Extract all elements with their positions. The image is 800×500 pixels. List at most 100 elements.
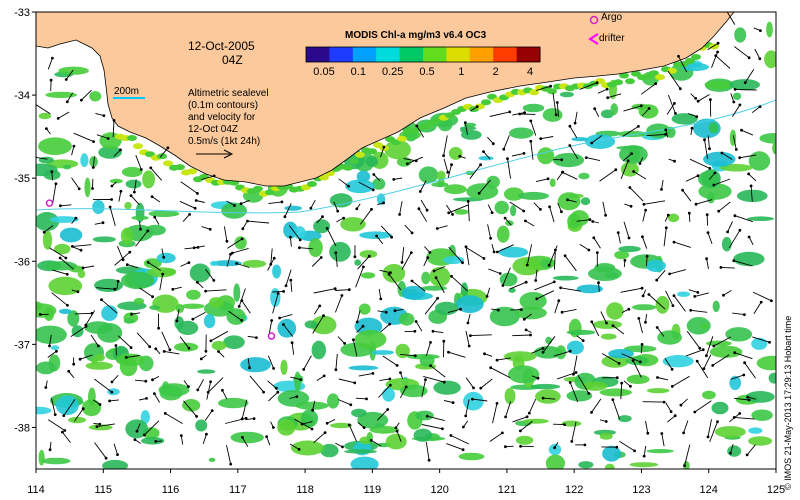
velocity-arrow xyxy=(619,440,635,452)
chlorophyll-patch xyxy=(371,350,395,355)
velocity-arrow-head xyxy=(244,416,248,420)
velocity-arrow-head xyxy=(644,208,647,212)
chlorophyll-patch xyxy=(508,287,516,293)
velocity-arrow-head xyxy=(518,112,522,116)
chlorophyll-patch xyxy=(733,251,765,267)
chlorophyll-patch xyxy=(655,295,670,314)
velocity-arrow xyxy=(720,266,735,269)
velocity-arrow xyxy=(312,315,324,334)
velocity-arrow xyxy=(241,300,251,314)
velocity-arrow-head xyxy=(504,415,507,419)
velocity-arrow xyxy=(690,309,708,313)
velocity-arrow xyxy=(732,135,737,150)
velocity-arrow xyxy=(401,252,412,270)
chlorophyll-patch xyxy=(504,387,516,405)
velocity-arrow-head xyxy=(559,286,562,290)
velocity-arrow xyxy=(574,111,578,124)
velocity-arrow xyxy=(562,171,578,180)
velocity-arrow xyxy=(172,286,182,290)
velocity-arrow-head xyxy=(747,56,751,60)
velocity-arrow-head xyxy=(414,320,418,323)
argo-legend-marker xyxy=(589,15,599,25)
velocity-arrow xyxy=(266,436,271,446)
chlorophyll-patch xyxy=(683,461,690,469)
velocity-arrow-head xyxy=(210,409,214,412)
velocity-arrow xyxy=(657,377,669,381)
chlorophyll-patch xyxy=(764,50,776,69)
velocity-arrow-head xyxy=(209,339,213,343)
velocity-arrow-head xyxy=(720,151,724,155)
velocity-arrow xyxy=(425,442,430,461)
velocity-arrow-head xyxy=(682,431,685,435)
velocity-arrow-head xyxy=(388,322,392,326)
bathymetry-contour xyxy=(36,99,776,214)
velocity-arrow-head xyxy=(425,208,429,212)
colorbar-segment xyxy=(469,47,494,62)
velocity-arrow-head xyxy=(660,188,663,191)
velocity-arrow xyxy=(154,393,160,403)
chlorophyll-patch xyxy=(54,243,71,255)
velocity-arrow-head xyxy=(110,390,114,394)
velocity-arrow xyxy=(411,280,426,292)
velocity-arrow-head xyxy=(361,324,365,328)
velocity-arrow xyxy=(72,244,92,247)
chlorophyll-patch xyxy=(277,419,296,436)
velocity-arrow-head xyxy=(645,254,649,258)
chlorophyll-patch xyxy=(98,146,122,159)
velocity-arrow xyxy=(201,175,215,180)
velocity-arrow-head xyxy=(146,261,150,264)
chlorophyll-patch xyxy=(41,457,71,465)
chlorophyll-patch xyxy=(189,263,211,283)
velocity-arrow-head xyxy=(146,229,150,233)
velocity-arrow xyxy=(192,312,206,320)
velocity-arrow-head xyxy=(209,380,213,384)
velocity-arrow-head xyxy=(347,288,351,292)
chlorophyll-patch xyxy=(489,306,520,327)
velocity-arrow xyxy=(81,89,92,101)
velocity-arrow xyxy=(112,120,115,138)
chlorophyll-patch xyxy=(460,282,469,297)
velocity-arrow-head xyxy=(524,219,527,223)
chlorophyll-patch xyxy=(382,387,395,402)
velocity-arrow xyxy=(247,358,250,368)
velocity-arrow xyxy=(557,202,562,212)
velocity-arrow-head xyxy=(541,350,545,354)
velocity-arrow xyxy=(164,350,180,355)
velocity-arrow xyxy=(36,156,48,160)
velocity-arrow-head xyxy=(554,113,558,117)
chlorophyll-patch xyxy=(123,318,135,324)
velocity-arrow xyxy=(379,378,390,382)
velocity-arrow-head xyxy=(272,426,275,429)
colorbar: 0.05 0.1 0.25 0.5 1 2 4 xyxy=(305,46,541,78)
velocity-arrow-head xyxy=(632,170,635,173)
velocity-arrow-head xyxy=(370,207,373,211)
velocity-arrow-head xyxy=(590,141,594,145)
velocity-arrow xyxy=(664,358,673,370)
velocity-arrow-head xyxy=(276,292,280,295)
velocity-arrow-head xyxy=(353,255,357,259)
velocity-arrow xyxy=(685,349,704,357)
velocity-arrow-head xyxy=(79,248,83,252)
velocity-arrow-head xyxy=(179,434,183,437)
velocity-arrow xyxy=(378,288,382,299)
chlorophyll-patch xyxy=(530,383,561,390)
velocity-arrow xyxy=(509,201,524,212)
velocity-arrow-head xyxy=(705,354,708,358)
chlorophyll-patch xyxy=(197,369,216,374)
velocity-arrow xyxy=(465,330,470,347)
velocity-arrow xyxy=(704,139,709,159)
chlorophyll-patch xyxy=(218,397,249,409)
velocity-arrow-head xyxy=(738,103,742,107)
velocity-arrow-head xyxy=(472,386,475,390)
velocity-arrow-head xyxy=(630,152,633,156)
velocity-arrow-head xyxy=(91,187,94,190)
velocity-arrow xyxy=(751,106,761,114)
velocity-arrow xyxy=(734,46,750,59)
velocity-arrow-head xyxy=(278,316,281,320)
velocity-arrow xyxy=(726,12,736,25)
velocity-arrow xyxy=(712,354,730,366)
velocity-arrow xyxy=(617,232,621,244)
velocity-arrow-head xyxy=(743,361,746,365)
velocity-arrow-head xyxy=(310,427,314,431)
velocity-arrow-head xyxy=(72,144,76,148)
